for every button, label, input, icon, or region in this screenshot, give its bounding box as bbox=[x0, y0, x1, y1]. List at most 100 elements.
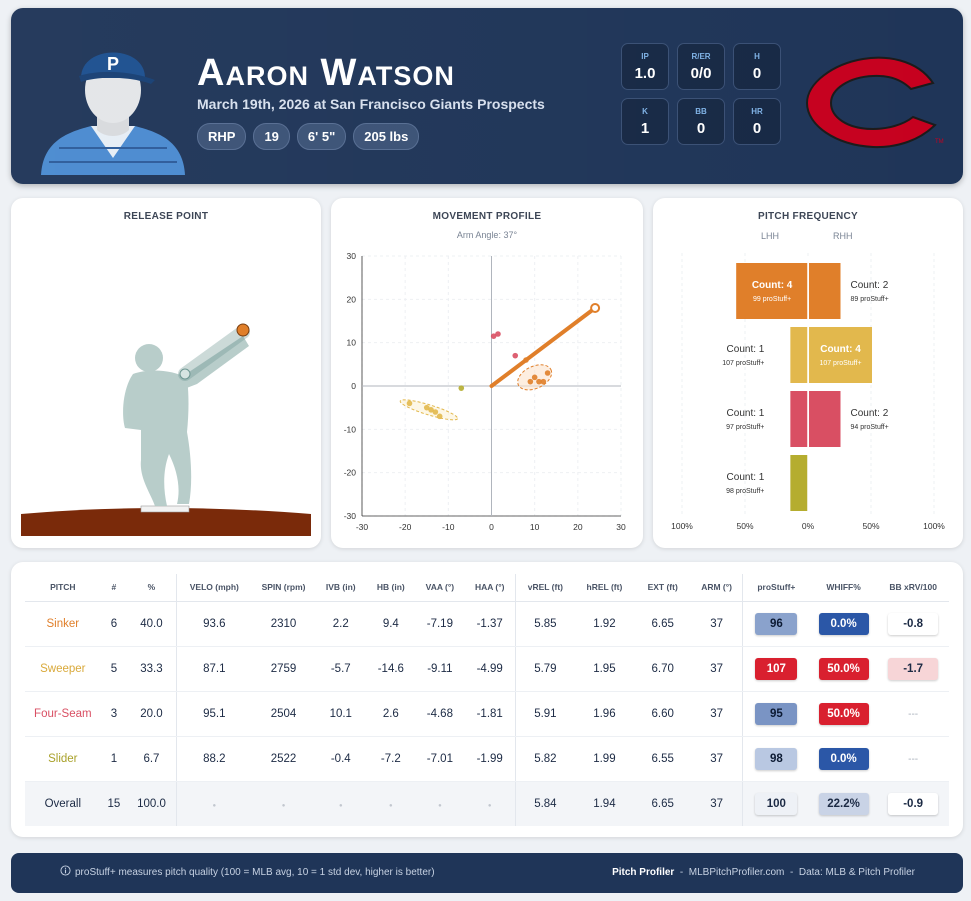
sinker-point bbox=[523, 357, 529, 363]
column-header: ARM (°) bbox=[691, 574, 743, 602]
empty-cell: ● bbox=[366, 781, 416, 826]
cell-pct: 33.3 bbox=[127, 646, 177, 692]
table-row: Four-Seam 3 20.0 95.1 2504 10.1 2.6 -4.68 -1.81 5… bbox=[25, 691, 949, 737]
cell-pct: 6.7 bbox=[127, 736, 177, 782]
sinker-rhh-bar bbox=[809, 263, 841, 319]
sweeper-point bbox=[423, 404, 430, 411]
cell-arm: 37 bbox=[691, 736, 743, 782]
x-tick-label: 0 bbox=[489, 522, 494, 532]
prostuff-pill: 107 bbox=[755, 657, 798, 680]
cell-pct: 100.0 bbox=[127, 781, 177, 826]
cell-haa: -1.81 bbox=[464, 691, 516, 737]
y-tick-label: 10 bbox=[347, 338, 357, 348]
cell-ext: 6.65 bbox=[634, 601, 692, 647]
freq-axis-tick: 0% bbox=[802, 521, 815, 531]
table-header-row: PITCH #% VELO (mph) SPIN (rpm) IVB (in) HB (i… bbox=[25, 574, 949, 602]
y-tick-label: 0 bbox=[351, 381, 356, 391]
empty-cell: ● bbox=[175, 781, 252, 826]
y-tick-label: -10 bbox=[344, 424, 357, 434]
cell-ivb: 2.2 bbox=[315, 601, 367, 647]
cell-hrel: 1.92 bbox=[574, 601, 635, 647]
lhh-stuff-label: 97 proStuff+ bbox=[726, 424, 764, 431]
cell-hb: -14.6 bbox=[366, 646, 416, 692]
cell-pct: 40.0 bbox=[127, 601, 177, 647]
arm-angle-end-marker bbox=[590, 303, 601, 313]
prostuff-pill: 96 bbox=[755, 612, 798, 635]
weight-chip: 205 lbs bbox=[353, 123, 420, 150]
lhh-count-label: Count: 4 bbox=[752, 280, 793, 291]
release-point-card: RELEASE POINT bbox=[11, 198, 321, 548]
footer-source: Data: MLB & Pitch Profiler bbox=[798, 867, 915, 878]
cell-vaa: -9.11 bbox=[415, 646, 465, 692]
release-point-diagram bbox=[21, 323, 311, 536]
cell-spin: 2522 bbox=[251, 736, 316, 782]
lhh-count-label: Count: 1 bbox=[727, 472, 765, 483]
freq-axis-tick: 50% bbox=[862, 521, 879, 531]
cell-arm: 37 bbox=[691, 691, 743, 737]
x-tick-label: -30 bbox=[356, 522, 369, 532]
cell-velo: 87.1 bbox=[175, 646, 252, 692]
column-header: BB xRV/100 bbox=[877, 574, 949, 602]
prostuff-pill: 100 bbox=[755, 792, 798, 815]
sweeper-point bbox=[436, 413, 443, 420]
stat-bb: BB 0 bbox=[677, 98, 725, 145]
pitch-name-cell: Sweeper bbox=[25, 646, 101, 692]
cell-ivb: -0.4 bbox=[315, 736, 367, 782]
footer: proStuff+ measures pitch quality (100 = … bbox=[11, 853, 963, 893]
arm-angle-label: Arm Angle: 37° bbox=[456, 230, 518, 240]
sinker-point bbox=[544, 370, 551, 376]
footer-credits: Pitch Profiler - MLBPitchProfiler.com - … bbox=[612, 867, 915, 878]
column-header: EXT (ft) bbox=[634, 574, 692, 602]
sinker-point bbox=[536, 378, 542, 385]
cell-vaa: -7.19 bbox=[415, 601, 465, 647]
cell-hrel: 1.95 bbox=[574, 646, 635, 692]
rhh-count-label: Count: 2 bbox=[851, 408, 889, 419]
sweeper-rhh-bar bbox=[809, 327, 872, 383]
pitch-name-cell: Four-Seam bbox=[25, 691, 101, 737]
cell-arm: 37 bbox=[691, 601, 743, 647]
cell-pct: 20.0 bbox=[127, 691, 177, 737]
info-icon bbox=[60, 865, 71, 876]
stat-r-er: R/ER 0/0 bbox=[677, 43, 725, 90]
prostuff-pill: 98 bbox=[755, 747, 798, 770]
overall-row: Overall 15 100.0 ● ● ● ● ● ● 5.84 1.94 6.65 37 100 22.… bbox=[25, 781, 949, 826]
fourseam-point bbox=[490, 333, 497, 339]
pitch-table-card: PITCH #% VELO (mph) SPIN (rpm) IVB (in) HB (i… bbox=[11, 562, 963, 837]
x-tick-label: 30 bbox=[616, 522, 626, 532]
column-header: WHIFF% bbox=[809, 574, 878, 602]
cell-velo: 88.2 bbox=[175, 736, 252, 782]
xrv-pill: --- bbox=[908, 708, 919, 720]
sweeper-point bbox=[406, 400, 413, 407]
lhh-stuff-label: 107 proStuff+ bbox=[722, 360, 764, 367]
cell-ivb: -5.7 bbox=[315, 646, 367, 692]
cell-ext: 6.55 bbox=[634, 736, 692, 782]
fourseam-point bbox=[512, 352, 519, 359]
y-tick-label: 20 bbox=[347, 294, 357, 304]
cell-haa: -1.99 bbox=[464, 736, 516, 782]
cell-count: 6 bbox=[100, 601, 128, 647]
cell-velo: 93.6 bbox=[175, 601, 252, 647]
player-avatar: P bbox=[41, 52, 185, 175]
arm-angle-line bbox=[489, 306, 598, 388]
footer-site-link[interactable]: MLBPitchProfiler.com bbox=[688, 867, 785, 878]
cell-velo: 95.1 bbox=[175, 691, 252, 737]
column-header: % bbox=[127, 574, 177, 602]
column-header: VAA (°) bbox=[415, 574, 465, 602]
xrv-pill: --- bbox=[908, 753, 919, 765]
xrv-pill: -0.8 bbox=[888, 612, 939, 635]
player-chips: RHP 19 6' 5" 205 lbs bbox=[197, 123, 420, 150]
rhh-stuff-label: 89 proStuff+ bbox=[851, 296, 889, 303]
age-chip: 19 bbox=[253, 123, 290, 150]
movement-profile-card: MOVEMENT PROFILE Arm Angle: 37° -30 30 -20… bbox=[331, 198, 643, 548]
cell-arm: 37 bbox=[691, 781, 743, 826]
rhh-label: RHH bbox=[833, 231, 853, 241]
lhh-count-label: Count: 1 bbox=[727, 408, 765, 419]
cell-haa: -4.99 bbox=[464, 646, 516, 692]
column-header: proStuff+ bbox=[741, 574, 810, 602]
table-row: Sweeper 5 33.3 87.1 2759 -5.7 -14.6 -9.11 -4.99 5… bbox=[25, 646, 949, 692]
svg-text:TM: TM bbox=[935, 139, 944, 145]
whiff-pill: 0.0% bbox=[818, 612, 869, 635]
cell-spin: 2759 bbox=[251, 646, 316, 692]
whiff-pill: 50.0% bbox=[818, 702, 869, 725]
